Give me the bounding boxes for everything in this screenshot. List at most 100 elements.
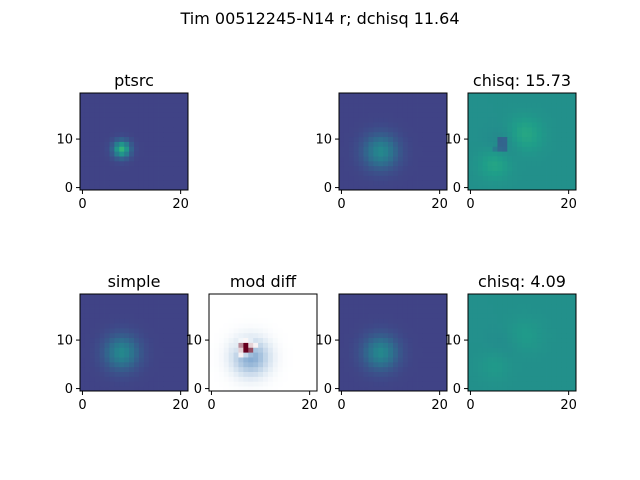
heatmap-cell (487, 357, 493, 363)
heatmap-cell (129, 175, 135, 181)
heatmap-cell (571, 122, 577, 128)
heatmap-cell (482, 371, 489, 377)
heatmap-cell (353, 93, 360, 99)
heatmap-cell (432, 357, 438, 363)
heatmap-cell (178, 122, 184, 128)
heatmap-cell (258, 361, 264, 368)
heatmap-cell (228, 347, 234, 353)
heatmap-cell (497, 308, 503, 314)
heatmap-cell (138, 294, 145, 300)
heatmap-cell (407, 131, 414, 138)
heatmap-cell (109, 323, 115, 329)
heatmap-cell (437, 97, 443, 104)
heatmap-cell (402, 160, 409, 167)
heatmap-cell (546, 117, 552, 123)
heatmap-cell (94, 165, 101, 171)
heatmap-cell (148, 93, 155, 99)
heatmap-cell (153, 185, 159, 191)
heatmap-cell (397, 97, 404, 104)
heatmap-cell (119, 376, 125, 382)
heatmap-cell (363, 376, 369, 382)
heatmap-cell (566, 357, 572, 363)
heatmap-cell (472, 298, 479, 305)
heatmap-cell (522, 175, 528, 181)
heatmap-cell (339, 102, 345, 108)
x-tick-label: 0 (78, 197, 86, 212)
heatmap-cell (153, 323, 159, 329)
heatmap-cell (526, 122, 533, 128)
heatmap-cell (378, 122, 384, 128)
heatmap-cell (348, 117, 355, 123)
heatmap-cell (497, 175, 503, 181)
heatmap-cell (556, 160, 562, 167)
heatmap-cell (104, 327, 110, 334)
heatmap-cell (427, 357, 433, 363)
heatmap-cell (94, 93, 101, 99)
heatmap-cell (178, 160, 184, 167)
heatmap-cell (129, 93, 135, 99)
heatmap-cell (343, 112, 350, 118)
heatmap-cell (138, 381, 145, 387)
heatmap-cell (89, 352, 96, 358)
heatmap-cell (502, 107, 508, 113)
heatmap-cell (551, 93, 557, 99)
heatmap-cell (163, 361, 169, 368)
heatmap-cell (213, 294, 220, 300)
heatmap-cell (393, 386, 399, 392)
heatmap-cell (402, 97, 409, 104)
heatmap-cell (526, 102, 533, 108)
heatmap-cell (492, 107, 498, 113)
heatmap-cell (378, 97, 384, 104)
heatmap-cell (253, 323, 259, 329)
heatmap-cell (119, 180, 125, 186)
heatmap-cell (148, 156, 155, 162)
heatmap-cell (223, 366, 230, 372)
heatmap-cell (282, 381, 288, 387)
heatmap-cell (468, 332, 474, 339)
heatmap-cell (243, 371, 249, 377)
heatmap-cell (512, 136, 518, 142)
heatmap-cell (218, 347, 225, 353)
heatmap-cell (427, 122, 433, 128)
heatmap-cell (432, 185, 438, 191)
heatmap-cell (343, 352, 350, 358)
heatmap-cell (442, 160, 448, 167)
heatmap-cell (104, 332, 110, 339)
heatmap-cell (99, 122, 105, 128)
heatmap-cell (134, 323, 140, 329)
heatmap-cell (148, 122, 155, 128)
heatmap-cell (437, 170, 443, 176)
heatmap-cell (546, 366, 552, 372)
heatmap-cell (422, 366, 428, 372)
heatmap-cell (541, 308, 547, 314)
heatmap-cell (432, 146, 438, 152)
heatmap-cell (383, 160, 389, 167)
heatmap-cell (427, 332, 433, 339)
heatmap-cell (402, 294, 409, 300)
heatmap-cell (84, 361, 91, 368)
heatmap-cell (472, 342, 479, 348)
heatmap-cell (468, 126, 474, 133)
heatmap-cell (84, 357, 91, 363)
heatmap-cell (143, 156, 150, 162)
heatmap-cell (104, 357, 110, 363)
heatmap-cell (393, 112, 399, 118)
heatmap-cell (561, 141, 567, 147)
panel-title: ptsrc (114, 71, 154, 90)
heatmap-cell (134, 170, 140, 176)
heatmap-cell (158, 342, 164, 348)
heatmap-cell (218, 303, 225, 309)
y-tick-label: 0 (194, 382, 202, 397)
heatmap-cell (393, 327, 399, 334)
heatmap-cell (507, 381, 513, 387)
heatmap-cell (143, 185, 150, 191)
heatmap-cell (183, 357, 189, 363)
heatmap-cell (339, 366, 345, 372)
heatmap-cell (402, 342, 409, 348)
heatmap-cell (412, 376, 418, 382)
heatmap-cell (412, 97, 418, 104)
heatmap-cell (353, 308, 360, 314)
heatmap-cell (492, 97, 498, 104)
heatmap-cell (497, 112, 503, 118)
heatmap-cell (482, 170, 489, 176)
